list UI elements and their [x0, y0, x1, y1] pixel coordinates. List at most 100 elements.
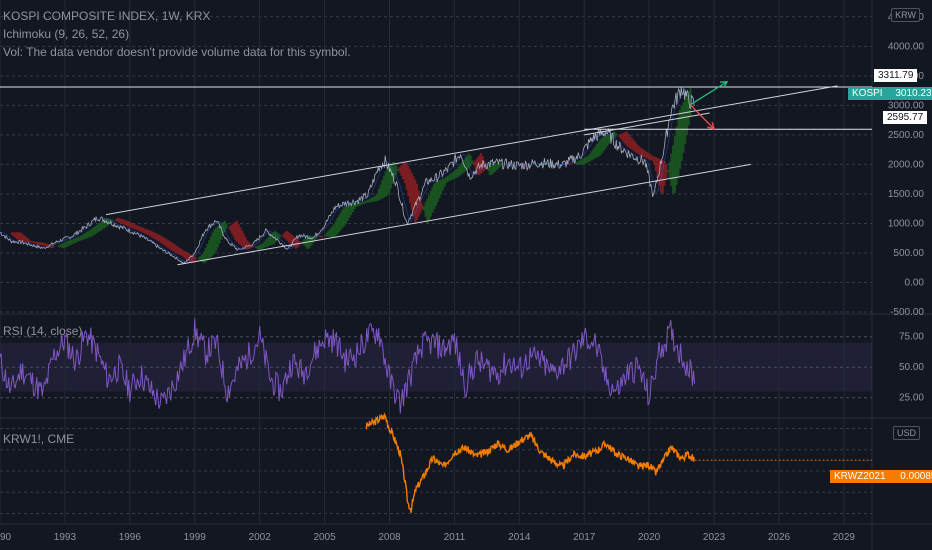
ichimoku-cloud-segment: [377, 188, 380, 201]
kospi-last-price-label: KOSPI 3010.23: [848, 87, 932, 100]
ichimoku-cloud-segment: [16, 232, 19, 240]
ichimoku-cloud-segment: [138, 226, 142, 232]
ichimoku-cloud-segment: [438, 180, 441, 199]
ichimoku-cloud-segment: [569, 163, 573, 165]
ichimoku-cloud-segment: [459, 164, 462, 176]
ichimoku-cloud-segment: [282, 233, 285, 238]
ichimoku-cloud-segment: [627, 133, 630, 148]
x-tick-label: 2017: [573, 532, 596, 543]
ichimoku-cloud-segment: [588, 153, 592, 162]
ichimoku-cloud-segment: [675, 126, 678, 185]
channel-upper-line: [105, 85, 838, 216]
ichimoku-cloud-segment: [19, 232, 22, 242]
ichimoku-cloud-segment: [119, 218, 123, 224]
ichimoku-cloud-segment: [689, 88, 692, 116]
rsi-legend[interactable]: RSI (14, close): [3, 322, 82, 340]
ichimoku-cloud-segment: [152, 232, 155, 239]
ichimoku-cloud-segment: [524, 164, 528, 166]
ichimoku-cloud-segment: [267, 237, 270, 247]
ichimoku-cloud-segment: [71, 239, 74, 245]
ichimoku-cloud-segment: [88, 229, 91, 238]
ichimoku-cloud-segment: [80, 235, 83, 241]
ichimoku-cloud-segment: [199, 255, 202, 261]
x-tick-label: 2008: [378, 532, 401, 543]
krw-last-price-label: KRWZ2021 0.0008508: [830, 470, 932, 483]
ichimoku-cloud-segment: [637, 145, 640, 155]
ichimoku-cloud-segment: [21, 233, 24, 242]
ichimoku-cloud-segment: [107, 218, 110, 225]
ichimoku-cloud-segment: [495, 163, 498, 171]
ichimoku-cloud-segment: [329, 228, 332, 238]
x-tick-label: 1990: [0, 532, 12, 543]
main-y-tick-label: 2500.00: [888, 130, 925, 141]
ichimoku-cloud-segment: [176, 246, 180, 254]
ichimoku-cloud-segment: [381, 180, 384, 199]
ichimoku-cloud-segment: [183, 251, 187, 259]
x-tick-label: 2026: [768, 532, 791, 543]
ichimoku-cloud-segment: [128, 221, 131, 228]
ichimoku-cloud-segment: [118, 217, 121, 223]
ichimoku-cloud-segment: [545, 163, 548, 165]
ichimoku-cloud-segment: [137, 225, 140, 231]
ichimoku-cloud-segment: [395, 165, 398, 176]
ichimoku-cloud-segment: [211, 232, 214, 256]
ichimoku-cloud-segment: [185, 252, 188, 260]
ichimoku-cloud-segment: [608, 134, 611, 144]
ichimoku-cloud-segment: [353, 202, 356, 210]
ichimoku-cloud-segment: [251, 245, 254, 248]
ichimoku-cloud-segment: [343, 206, 346, 227]
ichimoku-cloud-segment: [40, 242, 43, 246]
ichimoku-cloud-segment: [161, 236, 164, 245]
ichimoku-cloud-segment: [344, 206, 348, 224]
ichimoku-cloud-segment: [218, 224, 221, 244]
ichimoku-cloud-segment: [268, 235, 271, 246]
channel-lower-line: [177, 163, 751, 266]
ichimoku-cloud-segment: [656, 157, 659, 179]
ichimoku-cloud-segment: [33, 241, 36, 244]
currency-button-main[interactable]: KRW: [891, 8, 920, 22]
ichimoku-cloud-segment: [427, 194, 431, 220]
ichimoku-cloud-segment: [216, 226, 219, 248]
ichimoku-cloud-segment: [206, 243, 209, 261]
ichimoku-cloud-segment: [625, 131, 628, 146]
ichimoku-cloud-segment: [125, 220, 128, 226]
ichimoku-cloud-segment: [576, 161, 579, 165]
ichimoku-cloud-segment: [687, 90, 690, 126]
ichimoku-cloud-segment: [277, 233, 280, 240]
ichimoku-cloud-segment: [222, 222, 225, 236]
ichimoku-cloud-segment: [663, 161, 666, 186]
ichimoku-cloud-segment: [473, 161, 476, 165]
ichimoku-cloud-segment: [66, 241, 69, 247]
rsi-line: [0, 318, 696, 414]
ichimoku-cloud-segment: [583, 157, 586, 165]
ichimoku-cloud-segment: [52, 245, 55, 248]
ichimoku-cloud-segment: [92, 227, 95, 236]
ichimoku-cloud-segment: [467, 153, 470, 169]
ichimoku-cloud-segment: [455, 168, 458, 178]
ichimoku-cloud-segment: [493, 164, 496, 172]
ichimoku-cloud-segment: [287, 232, 290, 243]
krw-legend[interactable]: KRW1!, CME: [3, 430, 74, 448]
ichimoku-cloud-segment: [273, 230, 277, 243]
ichimoku-cloud-segment: [620, 133, 623, 140]
ichimoku-cloud-segment: [640, 148, 644, 157]
ichimoku-cloud-segment: [457, 166, 460, 177]
ichimoku-cloud-segment: [580, 159, 583, 165]
currency-button-krw[interactable]: USD: [892, 426, 920, 440]
ichimoku-cloud-segment: [327, 230, 330, 237]
ichimoku-cloud-segment: [647, 153, 650, 160]
ichimoku-cloud-segment: [604, 135, 607, 149]
ichimoku-cloud-segment: [424, 202, 427, 217]
ichimoku-cloud-segment: [86, 231, 90, 238]
ichimoku-cloud-segment: [235, 220, 238, 243]
ichimoku-cloud-segment: [680, 106, 683, 161]
ichimoku-cloud-segment: [443, 177, 446, 187]
ichimoku-cloud-segment: [244, 237, 247, 250]
ichimoku-legend[interactable]: Ichimoku (9, 26, 52, 26): [3, 27, 130, 41]
bullish-arrow-head: [720, 81, 729, 89]
ichimoku-cloud-segment: [14, 232, 17, 238]
ichimoku-cloud-segment: [95, 225, 98, 234]
ichimoku-cloud-segment: [182, 250, 185, 257]
ichimoku-cloud-segment: [628, 135, 631, 149]
